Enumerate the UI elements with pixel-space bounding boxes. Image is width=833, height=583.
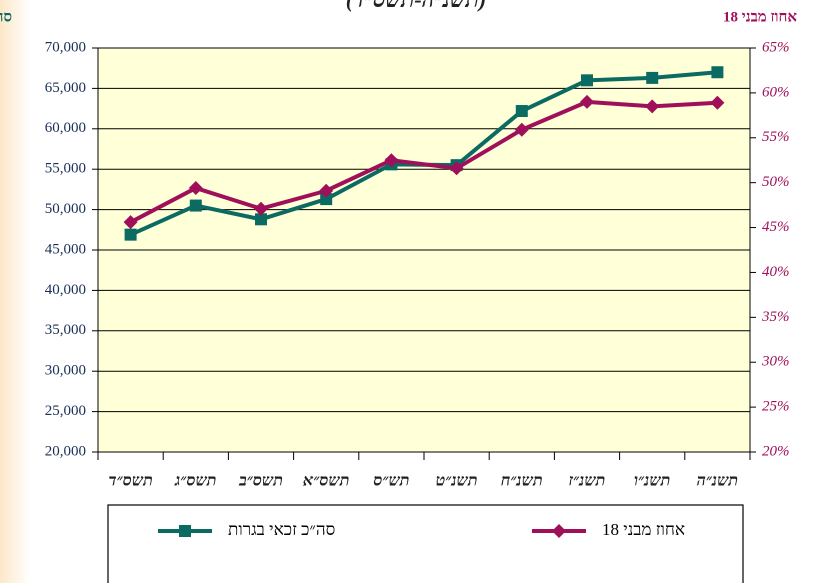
y-tick-label: 70,000 — [45, 39, 86, 55]
y2-tick-label: 45% — [762, 219, 790, 235]
x-tick-label: תשנ״ז — [569, 473, 606, 490]
y-tick-label: 65,000 — [45, 80, 86, 96]
point — [123, 215, 138, 230]
y-tick-label: 45,000 — [45, 241, 86, 257]
point — [254, 201, 268, 216]
point — [580, 94, 594, 109]
edge-shade — [0, 0, 30, 583]
x-tick-label: תשס״ב — [238, 473, 283, 490]
series-line — [129, 99, 718, 224]
legend-label: אחוז מבני 18 — [602, 520, 685, 539]
point — [449, 161, 464, 176]
y2-tick-label: 30% — [761, 354, 790, 370]
point — [124, 228, 137, 241]
point — [710, 95, 725, 110]
y-tick-label: 20,000 — [45, 443, 86, 459]
point — [581, 74, 593, 87]
y2-tick-label: 20% — [762, 443, 790, 459]
x-tick-label: תש״ס — [373, 473, 409, 490]
legend-label: סה״כ זכאי בגרות — [228, 520, 335, 539]
y2-tick-label: 60% — [762, 84, 790, 100]
x-tick-label: תשס״ד — [108, 473, 153, 490]
y-tick-label: 50,000 — [45, 201, 86, 217]
y2-tick-label: 25% — [762, 399, 790, 415]
point — [646, 71, 659, 84]
y2-tick-label: 65% — [762, 39, 790, 55]
y-tick-label: 40,000 — [45, 282, 86, 298]
point — [188, 181, 203, 196]
point — [255, 213, 267, 226]
x-tick-label: תשנ״ו — [634, 473, 670, 490]
point — [189, 199, 202, 212]
x-tick-label: תשנ״ט — [436, 473, 478, 490]
point — [320, 193, 333, 206]
y2-tick-label: 40% — [762, 264, 790, 280]
x-tick-label: תשס״א — [302, 473, 350, 490]
legend-marker — [179, 525, 191, 537]
x-tick-label: תשס״ג — [174, 473, 217, 490]
y-axis-label: סה״כ זכאי בגרות — [0, 9, 12, 25]
y-tick-label: 55,000 — [45, 161, 86, 177]
legend-marker — [552, 524, 566, 538]
x-tick-label: תשנ״ה — [697, 473, 739, 490]
y-tick-label: 60,000 — [45, 120, 86, 136]
x-tick-label: תשנ״ח — [501, 473, 543, 490]
point — [711, 66, 724, 79]
y-tick-label: 35,000 — [45, 322, 86, 338]
y2-tick-label: 50% — [762, 174, 790, 190]
y2-tick-label: 55% — [762, 129, 790, 145]
point — [384, 153, 399, 168]
y2-axis-label: אחוז מבני 18 — [723, 9, 797, 25]
y-tick-label: 25,000 — [45, 403, 86, 419]
legend-box — [107, 504, 744, 583]
y2-tick-label: 35% — [761, 309, 790, 325]
point — [515, 105, 528, 118]
point — [514, 122, 529, 137]
y-tick-label: 30,000 — [45, 363, 86, 379]
point — [319, 183, 334, 198]
point — [645, 99, 660, 114]
chart-title: (תשנ״ה-תשס״ד) — [346, 0, 486, 12]
